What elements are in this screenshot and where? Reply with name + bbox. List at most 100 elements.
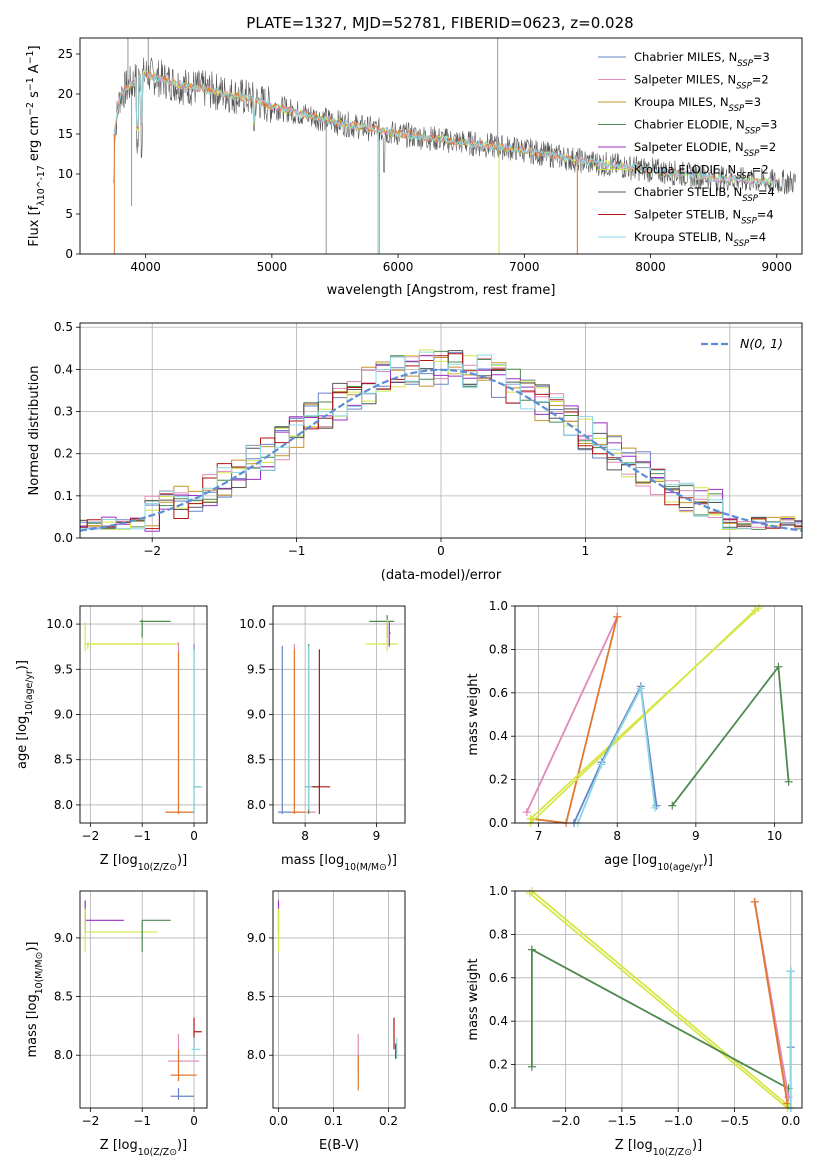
weight_vs_age-xtick-label: 9 [692,829,700,843]
legend-label: Chabrier MILES, NSSP=3 [634,50,770,69]
legend-label: Kroupa STELIB, NSSP=4 [634,230,766,249]
mass_vs_ebv-frame [272,890,406,1109]
weight_vs_age-xlabel: age [log10(age/yr)] [604,853,713,873]
weight_vs_Z-xtick-label: −1.5 [607,1114,636,1128]
weight_vs_Z-frame [514,890,803,1109]
weight_vs_age-xtick-label: 10 [767,829,782,843]
weight_vs_age-ytick-label: 0.4 [489,729,508,743]
legend-label: Salpeter ELODIE, NSSP=2 [634,140,776,159]
age_vs_mass-ytick-label: 10.0 [239,617,266,631]
legend-label: Salpeter STELIB, NSSP=4 [634,208,774,227]
age-vs-mass-points [277,615,398,814]
residuals-legend-label: N(0, 1) [740,336,783,351]
residuals-ytick-label: 0.3 [54,405,73,419]
mass_vs_Z-ytick-label: 8.0 [54,1048,73,1062]
weight_vs_Z-ytick-label: 1.0 [489,884,508,898]
age_vs_Z-frame [79,605,208,824]
age_vs_Z-ytick-label: 8.0 [54,798,73,812]
weight_vs_age-lines [522,604,793,827]
mass_vs_ebv-xtick-label: 0.2 [379,1114,398,1128]
residuals-ytick-label: 0.2 [54,447,73,461]
weight_vs_Z-axes: −2.0 −1.5 −1.0 −0.5 0.0 0.0 0.2 0.4 0.6 0.8 1.0 [489,884,802,1128]
weight_vs_age-series-line [577,687,656,824]
weight_vs_age-ylabel: mass weight [466,673,481,755]
weight_vs_Z-ytick-label: 0.6 [489,971,508,985]
mass_vs_Z-ytick-label: 8.5 [54,990,73,1004]
residuals-hist [80,349,802,532]
spectrum-axes: 4000 5000 6000 7000 8000 9000 0 5 10 15 20 25 [58,47,792,274]
spectrum-xtick-label: 8000 [635,260,666,274]
weight_vs_age-axes: 7 8 9 10 0.0 0.2 0.4 0.6 0.8 1.0 [489,599,802,843]
weight_vs_Z-xtick-label: 0.0 [781,1114,800,1128]
mass_vs_Z-ytick-label: 9.0 [54,931,73,945]
spectrum-ytick-label: 0 [65,247,73,261]
spectrum-ytick-label: 10 [58,167,73,181]
legend-label: Kroupa MILES, NSSP=3 [634,95,761,114]
age-vs-mass-xlabel: mass [log10(M/M⊙)] [281,853,397,873]
weight_vs_age-ytick-label: 0.6 [489,686,508,700]
figure-title: PLATE=1327, MJD=52781, FIBERID=0623, z=0… [246,14,633,32]
spectrum-ytick-label: 5 [65,207,73,221]
residuals-ytick-label: 0.4 [54,362,73,376]
weight_vs_age-ytick-label: 1.0 [489,599,508,613]
spectrum-model-line [113,70,778,187]
mass-vs-Z-ylabel: mass [log10(M/M⊙)] [25,942,45,1058]
weight_vs_age-series-line [530,616,619,824]
mass_vs_Z-frame [79,890,208,1109]
spectrum-xtick-label: 5000 [257,260,288,274]
weight_vs_Z-ytick-label: 0.8 [489,927,508,941]
age_vs_mass-ytick-label: 9.0 [247,708,266,722]
legend-label: Kroupa ELODIE, NSSP=2 [634,163,769,182]
age_vs_Z-xtick-label: 0 [190,829,198,843]
spectrum-xtick-label: 7000 [509,260,540,274]
age_vs_Z-ytick-label: 10.0 [46,617,73,631]
mass_vs_Z-xtick-label: −1 [133,1114,151,1128]
mass_vs_ebv-ytick-label: 8.5 [247,990,266,1004]
spectrum-frame [79,37,803,255]
spectrum-ytick-label: 20 [58,87,73,101]
spectrum-xtick-label: 9000 [761,260,792,274]
mass-vs-ebv-xlabel: E(B-V) [319,1138,359,1153]
mass_vs_Z-xtick-label: −2 [82,1114,100,1128]
age_vs_Z-xtick-label: −1 [133,829,151,843]
legend-label: Chabrier STELIB, NSSP=4 [634,185,775,204]
weight_vs_Z-series-line [531,890,790,1107]
spectrum-ytick-label: 15 [58,127,73,141]
weight_vs_age-ytick-label: 0.8 [489,642,508,656]
spectrum-ytick-label: 25 [58,47,73,61]
weight_vs_Z-xtick-label: −1.0 [664,1114,693,1128]
weight_vs_age-ytick-label: 0.2 [489,773,508,787]
weight_vs_Z-xtick-label: −2.0 [551,1114,580,1128]
mass_vs_ebv-xtick-label: 0.0 [269,1114,288,1128]
weight_vs_Z-xlabel: Z [log10(Z/Z⊙)] [615,1138,702,1158]
mass_vs_ebv-xtick-label: 0.1 [324,1114,343,1128]
residuals-xtick-label: −2 [143,544,161,558]
residuals-frame [79,322,803,539]
residuals-xtick-label: 1 [582,544,590,558]
age_vs_mass-xtick-label: 9 [373,829,381,843]
residuals-ytick-label: 0.5 [54,320,73,334]
age_vs_mass-ytick-label: 8.0 [247,798,266,812]
weight_vs_age-series-line [525,616,619,813]
residuals-ylabel: Normed distribution [27,366,42,496]
spectrum-xlabel: wavelength [Angstrom, rest frame] [327,283,556,298]
weight_vs_Z-series-line [529,892,788,1109]
age_vs_mass-ytick-label: 8.5 [247,753,266,767]
weight_vs_age-xtick-label: 7 [535,829,543,843]
weight_vs_Z-ytick-label: 0.0 [489,1101,508,1115]
age_vs_mass-xtick-label: 8 [301,829,309,843]
age_vs_Z-xtick-label: −2 [82,829,100,843]
residuals-ytick-label: 0.1 [54,489,73,503]
age-vs-Z-ylabel: age [log10(age/yr)] [15,660,35,769]
age-vs-Z-xlabel: Z [log10(Z/Z⊙)] [100,853,187,873]
gaussian-curve [80,368,802,532]
mass-vs-Z-xlabel: Z [log10(Z/Z⊙)] [100,1138,187,1158]
residuals-xtick-label: 0 [437,544,445,558]
residuals-ytick-label: 0.0 [54,531,73,545]
age_vs_Z-ytick-label: 9.0 [54,708,73,722]
weight_vs_age-xtick-label: 8 [613,829,621,843]
weight_vs_Z-ytick-label: 0.2 [489,1058,508,1072]
legend-label: Chabrier ELODIE, NSSP=3 [634,118,777,137]
weight_vs_Z-series-line [753,901,789,1104]
